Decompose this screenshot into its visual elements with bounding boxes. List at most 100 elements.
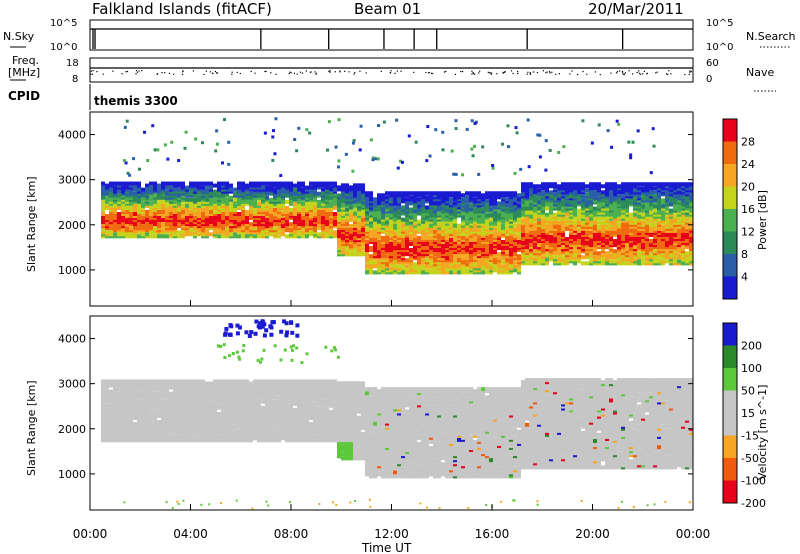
power-cell bbox=[293, 189, 297, 194]
power-cell bbox=[565, 200, 569, 205]
power-cell bbox=[345, 236, 349, 241]
power-cell bbox=[161, 197, 165, 202]
power-cell bbox=[373, 241, 377, 246]
power-cell bbox=[481, 266, 485, 271]
power-cell bbox=[481, 237, 485, 242]
power-cell bbox=[285, 191, 289, 196]
power-cell bbox=[493, 260, 497, 265]
power-cell bbox=[677, 196, 681, 201]
power-cell bbox=[249, 216, 253, 221]
power-cell bbox=[277, 193, 281, 198]
power-cell bbox=[361, 195, 365, 200]
power-cell bbox=[605, 202, 609, 207]
power-cell bbox=[429, 211, 433, 216]
power-cell bbox=[593, 182, 597, 187]
power-cell bbox=[537, 257, 541, 262]
power-cell bbox=[573, 255, 577, 260]
power-cell bbox=[345, 187, 349, 192]
power-cell bbox=[585, 222, 589, 227]
power-cell bbox=[421, 225, 425, 230]
power-cell bbox=[493, 248, 497, 253]
power-cell bbox=[397, 211, 401, 216]
power-cell bbox=[357, 215, 361, 220]
power-cell bbox=[245, 197, 249, 202]
power-cell bbox=[429, 235, 433, 240]
power-cell bbox=[329, 187, 333, 192]
power-cell bbox=[445, 258, 449, 263]
power-cell bbox=[237, 216, 241, 221]
power-cell bbox=[501, 197, 505, 202]
power-cell bbox=[169, 197, 173, 202]
power-cell bbox=[685, 212, 689, 217]
power-cell bbox=[173, 226, 177, 231]
power-cell bbox=[217, 203, 221, 208]
nave-point bbox=[254, 72, 256, 74]
power-cell bbox=[129, 199, 133, 204]
power-cell bbox=[101, 222, 105, 227]
power-cell bbox=[544, 168, 548, 172]
power-cell bbox=[565, 247, 569, 252]
power-cell bbox=[457, 250, 461, 255]
power-cell bbox=[109, 187, 113, 192]
power-cell bbox=[269, 214, 273, 219]
power-cell bbox=[169, 222, 173, 227]
power-cell bbox=[105, 224, 109, 229]
power-cell bbox=[189, 232, 193, 237]
velocity-cell bbox=[109, 395, 113, 400]
power-cell bbox=[341, 195, 345, 200]
power-cell bbox=[201, 201, 205, 206]
power-cell bbox=[281, 207, 285, 212]
power-cell bbox=[557, 259, 561, 264]
power-cell bbox=[653, 204, 657, 209]
power-cell bbox=[365, 248, 369, 253]
power-cell bbox=[689, 186, 693, 191]
power-cell bbox=[341, 199, 345, 204]
power-cell bbox=[485, 260, 489, 265]
power-cell bbox=[369, 235, 373, 240]
power-cell bbox=[165, 214, 169, 219]
power-cell bbox=[277, 224, 281, 229]
power-cell bbox=[421, 207, 425, 212]
power-cell bbox=[573, 190, 577, 195]
power-cell bbox=[421, 201, 425, 206]
power-cell bbox=[645, 196, 649, 201]
power-cell bbox=[629, 220, 633, 225]
power-cell bbox=[263, 131, 267, 135]
power-cell bbox=[373, 211, 377, 216]
power-cell bbox=[101, 226, 105, 231]
power-cell bbox=[457, 227, 461, 232]
power-cell bbox=[509, 199, 513, 204]
velocity-cell bbox=[101, 399, 105, 404]
power-cell bbox=[601, 239, 605, 244]
power-cell bbox=[169, 211, 173, 216]
power-cell bbox=[509, 191, 513, 196]
noise-panel-frame bbox=[89, 19, 694, 51]
power-cell bbox=[637, 228, 641, 233]
power-cell bbox=[161, 222, 165, 227]
power-cell bbox=[309, 185, 313, 190]
power-cell bbox=[521, 182, 525, 187]
power-cell bbox=[317, 199, 321, 204]
power-cell bbox=[317, 222, 321, 227]
power-cell bbox=[445, 201, 449, 206]
nave-point bbox=[135, 70, 138, 72]
power-cell bbox=[293, 203, 297, 208]
nave-point bbox=[510, 70, 513, 72]
power-cell bbox=[393, 211, 397, 216]
power-cell bbox=[597, 200, 601, 205]
power-cell bbox=[529, 186, 533, 191]
power-cell bbox=[537, 196, 541, 201]
power-cell bbox=[689, 243, 693, 248]
power-cell bbox=[477, 264, 481, 269]
power-cell bbox=[537, 206, 541, 211]
power-cell bbox=[593, 222, 597, 227]
power-cell bbox=[429, 199, 433, 204]
power-cell bbox=[353, 203, 357, 208]
power-cell bbox=[253, 207, 257, 212]
power-cell bbox=[617, 245, 621, 250]
power-cell bbox=[613, 218, 617, 223]
velocity-cell bbox=[105, 430, 109, 435]
power-cell bbox=[345, 213, 349, 218]
power-cell bbox=[201, 187, 205, 192]
power-cell bbox=[637, 196, 641, 201]
